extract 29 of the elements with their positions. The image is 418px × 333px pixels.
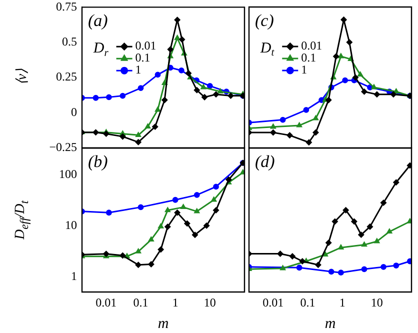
legend-label: 1 xyxy=(301,62,308,77)
y-tick-label: 1 xyxy=(71,268,77,283)
y-tick-label: 0 xyxy=(71,104,77,119)
legend-label: 0.01 xyxy=(135,38,156,53)
x-tick-label: 10 xyxy=(370,295,383,310)
x-tick-label: 1 xyxy=(339,295,346,310)
legend-label: 0.1 xyxy=(301,50,316,65)
y-tick-label: 100 xyxy=(59,166,77,181)
legend-label: 1 xyxy=(135,62,142,77)
annotation: (c) xyxy=(255,10,274,30)
y-tick-label: −0.25 xyxy=(49,140,77,154)
y-tick-label: 10 xyxy=(65,218,77,232)
y-tick-label: 0.75 xyxy=(56,0,77,14)
x-tick-label: 0.01 xyxy=(96,295,117,310)
x-tick-label: 0.1 xyxy=(300,295,316,310)
x-tick-label: 0.1 xyxy=(133,295,148,310)
x-axis-title: m xyxy=(158,316,169,332)
x-tick-label: 0.01 xyxy=(262,295,284,310)
y-axis-title: ⟨v⟩ xyxy=(14,68,31,86)
legend-label: 0.1 xyxy=(135,50,150,65)
y-tick-label: 0.25 xyxy=(56,70,77,84)
annotation: (b) xyxy=(88,152,108,172)
legend-label: 0.01 xyxy=(301,38,322,53)
x-tick-label: 10 xyxy=(204,295,216,310)
x-axis-title: m xyxy=(324,316,336,332)
x-tick-label: 1 xyxy=(172,295,178,310)
annotation: (a) xyxy=(88,11,108,30)
y-tick-label: 0.5 xyxy=(62,34,77,49)
annotation: (d) xyxy=(255,152,276,171)
